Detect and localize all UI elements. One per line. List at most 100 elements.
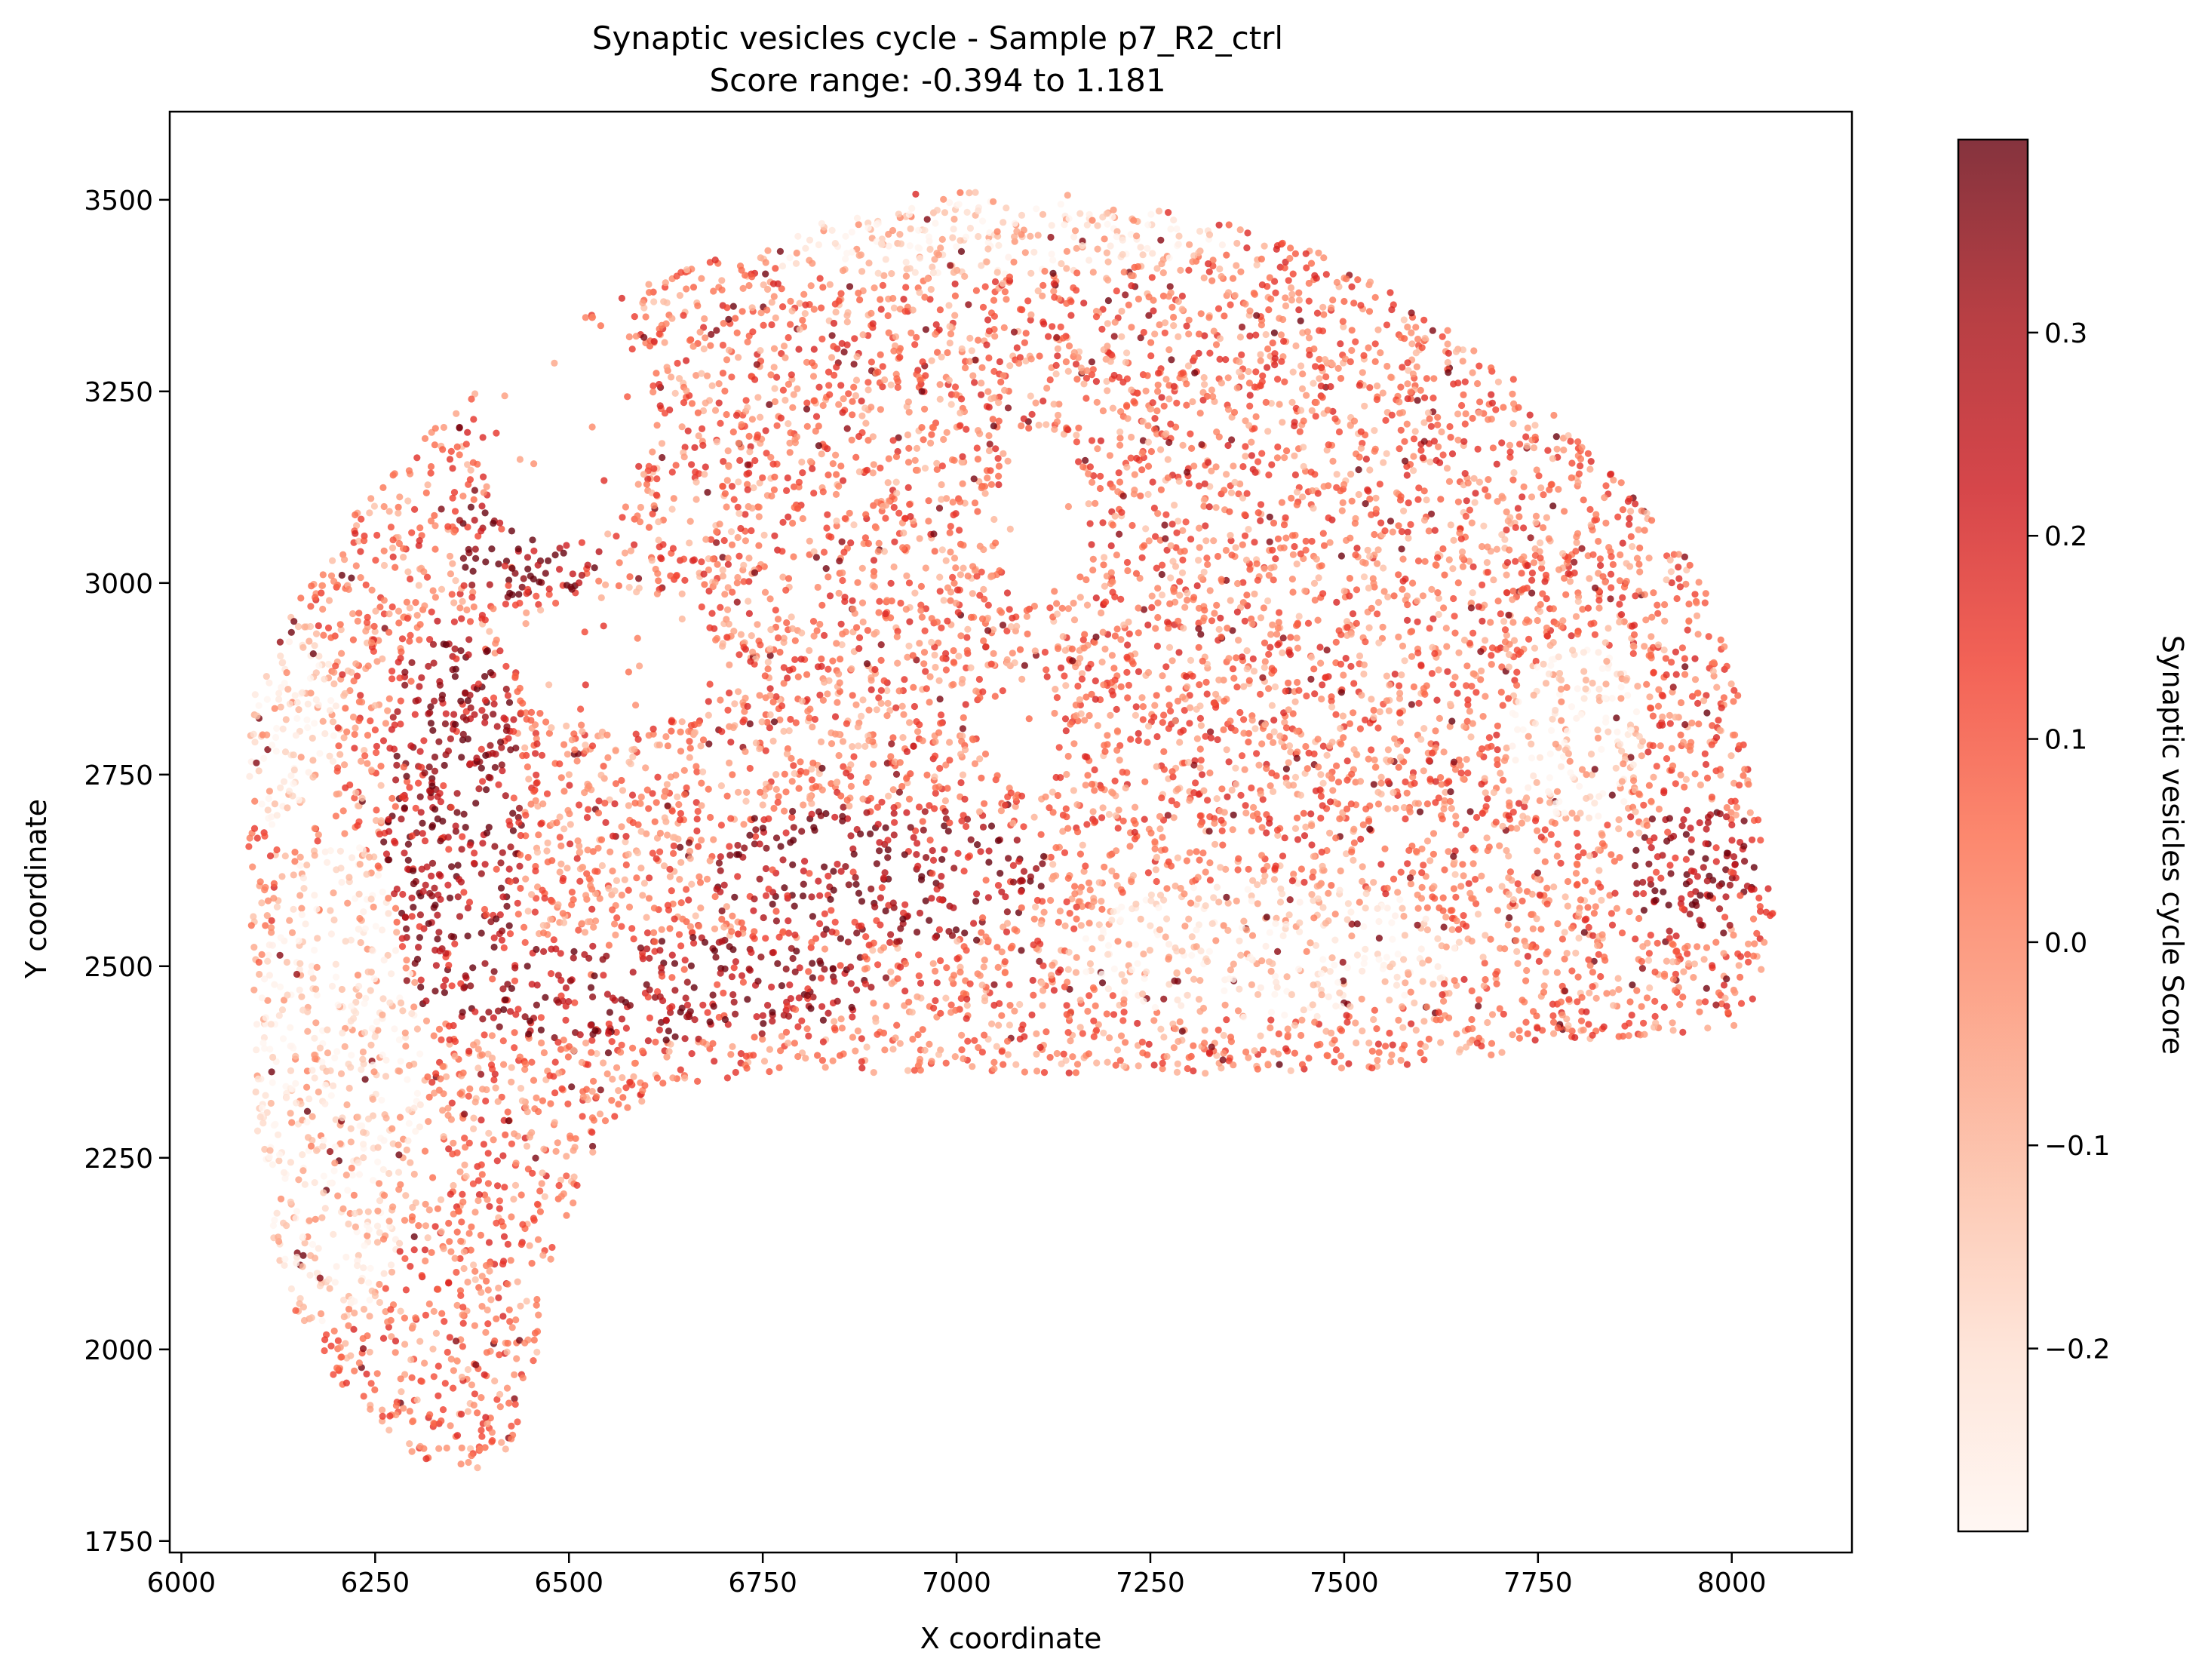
scatter-point	[922, 897, 929, 904]
scatter-point	[791, 968, 799, 975]
scatter-point	[678, 718, 686, 726]
scatter-point	[468, 594, 476, 601]
scatter-point	[674, 359, 681, 367]
scatter-point	[1279, 890, 1286, 898]
scatter-point	[843, 341, 851, 349]
scatter-point	[1446, 422, 1454, 431]
scatter-point	[1144, 244, 1151, 252]
scatter-point	[849, 597, 856, 604]
scatter-point	[838, 641, 846, 649]
scatter-point	[656, 848, 664, 855]
scatter-point	[1451, 858, 1458, 865]
scatter-point	[1616, 577, 1623, 585]
scatter-point	[1589, 932, 1597, 939]
scatter-point	[1142, 387, 1150, 395]
scatter-point	[451, 645, 459, 653]
scatter-point	[486, 1267, 493, 1275]
scatter-point	[900, 296, 907, 303]
scatter-point	[1272, 920, 1279, 927]
scatter-point	[1260, 877, 1267, 885]
scatter-point	[1179, 369, 1187, 376]
scatter-point	[1489, 444, 1497, 452]
scatter-point	[1197, 631, 1205, 638]
scatter-point	[936, 395, 944, 403]
scatter-point	[1010, 258, 1018, 266]
scatter-point	[1062, 682, 1070, 690]
scatter-point	[1630, 777, 1638, 785]
scatter-point	[1499, 702, 1506, 709]
scatter-point	[1046, 376, 1054, 384]
scatter-point	[985, 354, 993, 362]
scatter-point	[980, 963, 987, 971]
scatter-point	[1064, 605, 1072, 613]
scatter-point	[682, 994, 689, 1002]
scatter-point	[393, 752, 401, 760]
scatter-point	[906, 242, 914, 250]
scatter-point	[1073, 1061, 1082, 1068]
scatter-point	[1055, 744, 1063, 751]
scatter-point	[818, 655, 825, 663]
scatter-point	[1615, 816, 1623, 824]
scatter-point	[266, 1147, 274, 1154]
scatter-point	[1430, 438, 1438, 445]
scatter-point	[762, 747, 769, 754]
scatter-point	[321, 1347, 328, 1355]
scatter-point	[727, 528, 735, 536]
scatter-point	[285, 638, 293, 646]
scatter-point	[395, 1169, 403, 1176]
scatter-point	[1177, 266, 1184, 274]
scatter-point	[306, 674, 315, 682]
scatter-point	[1485, 734, 1493, 742]
scatter-point	[1039, 398, 1047, 405]
scatter-point	[1500, 618, 1508, 625]
scatter-point	[1497, 610, 1504, 618]
scatter-point	[818, 601, 826, 609]
scatter-point	[941, 797, 949, 805]
scatter-point	[459, 1198, 467, 1205]
scatter-point	[1248, 981, 1255, 988]
scatter-point	[1347, 908, 1355, 916]
scatter-point	[1121, 978, 1129, 985]
scatter-point	[1326, 829, 1334, 837]
scatter-point	[263, 1109, 271, 1116]
scatter-point	[1257, 501, 1265, 508]
scatter-point	[951, 292, 959, 299]
scatter-point	[1175, 232, 1183, 240]
scatter-point	[877, 641, 885, 649]
scatter-point	[1095, 1021, 1102, 1028]
scatter-point	[1036, 957, 1043, 965]
scatter-point	[692, 799, 700, 806]
scatter-point	[1142, 896, 1150, 904]
scatter-point	[491, 1070, 499, 1078]
scatter-point	[1636, 544, 1644, 552]
scatter-point	[385, 1169, 393, 1178]
scatter-point	[403, 925, 410, 932]
scatter-point	[1076, 594, 1084, 601]
scatter-point	[392, 564, 399, 571]
scatter-point	[388, 1125, 396, 1132]
scatter-point	[780, 342, 788, 350]
scatter-point	[367, 495, 375, 502]
scatter-point	[1125, 941, 1133, 948]
scatter-point	[265, 794, 272, 803]
scatter-point	[1690, 960, 1698, 968]
scatter-point	[563, 542, 570, 549]
scatter-point	[1314, 490, 1322, 497]
scatter-point	[1223, 251, 1230, 259]
scatter-point	[530, 1076, 538, 1084]
scatter-point	[1427, 510, 1436, 518]
scatter-point	[1057, 201, 1064, 208]
scatter-point	[1234, 866, 1242, 874]
scatter-point	[711, 407, 720, 414]
scatter-point	[471, 1322, 479, 1329]
scatter-point	[902, 272, 910, 280]
scatter-point	[469, 567, 477, 575]
scatter-point	[1387, 373, 1395, 381]
scatter-point	[1617, 695, 1625, 702]
scatter-point	[975, 336, 982, 344]
scatter-point	[1052, 370, 1060, 378]
scatter-point	[1337, 1003, 1345, 1010]
scatter-point	[465, 481, 472, 488]
scatter-point	[931, 651, 938, 659]
scatter-point	[1317, 771, 1325, 779]
